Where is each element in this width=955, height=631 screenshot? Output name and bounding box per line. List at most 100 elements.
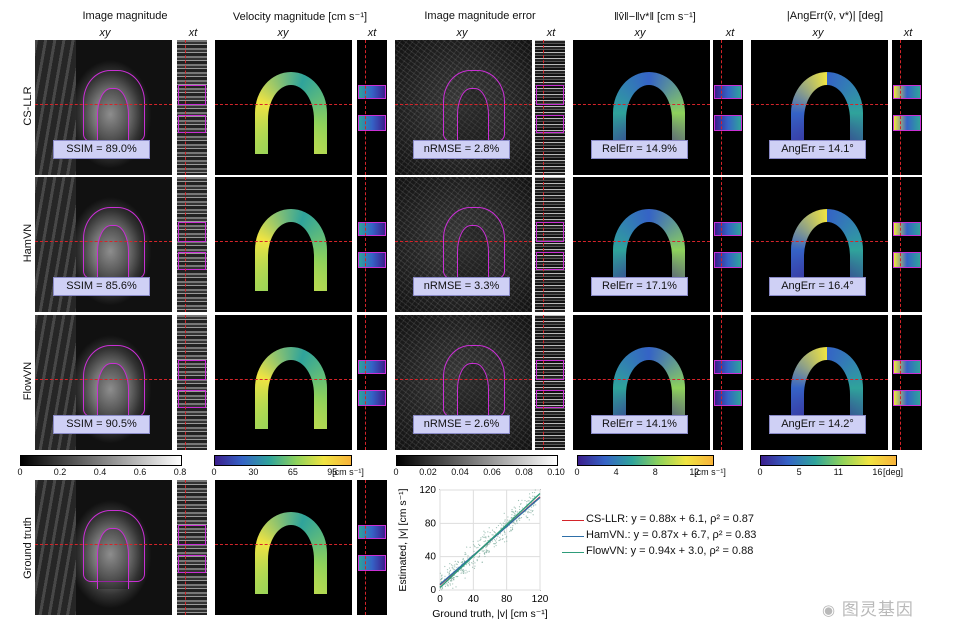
scatter-point-193 (507, 519, 509, 521)
row-label-cs-llr: CS-LLR (22, 86, 34, 126)
row2-col2-aorta-lumen (268, 222, 314, 291)
scatter-point-102 (472, 540, 474, 543)
scatter-point-312 (499, 538, 501, 540)
scatter-point-304 (467, 562, 469, 564)
scatter-point-58 (514, 507, 517, 509)
scatter-point-7 (444, 565, 446, 568)
row3-col5-time-line (900, 315, 901, 450)
scatter-point-342 (485, 547, 487, 549)
scatter-point-381 (505, 535, 508, 537)
row2-col4-xt-band-bottom (714, 252, 742, 268)
row3-col2-slice-line (215, 379, 352, 380)
scatter-point-32 (483, 536, 485, 538)
x-tick-2: 80 (501, 594, 513, 605)
scatter-point-414 (517, 499, 520, 502)
scatter-point-120 (444, 585, 447, 587)
scatter-point-252 (504, 519, 506, 521)
scatter-point-78 (525, 515, 527, 517)
scatter-point-234 (484, 532, 486, 534)
scatter-point-329 (488, 550, 490, 553)
row-label-ground-truth: Ground truth (22, 517, 34, 579)
scatter-point-42 (461, 571, 463, 573)
scatter-point-315 (476, 547, 478, 549)
row2-col4-xt-panel (713, 177, 743, 312)
scatter-point-364 (441, 577, 443, 579)
subtitle-xt-2: xt (367, 27, 377, 39)
scatter-point-221 (511, 528, 513, 531)
scatter-point-337 (444, 575, 446, 577)
scatter-point-288 (520, 516, 523, 519)
scatter-point-300 (526, 503, 528, 505)
scatter-point-2 (446, 569, 449, 571)
scatter-point-173 (511, 510, 513, 513)
scatter-point-190 (473, 550, 475, 552)
gt-col1-xt-band-top (178, 525, 206, 545)
scatter-point-382 (517, 518, 519, 520)
scatter-point-85 (530, 497, 532, 499)
scatter-point-230 (448, 567, 451, 569)
scatter-point-28 (460, 569, 462, 571)
row2-col3-xt-band-bottom (536, 252, 564, 270)
scatter-point-74 (447, 585, 449, 587)
scatter-point-240 (467, 557, 469, 559)
scatter-point-5 (461, 562, 464, 564)
metric-nrmse-row1: nRMSE = 2.8% (413, 140, 510, 159)
metric-angerr-row2: AngErr = 16.4° (769, 277, 866, 296)
row1-col5-xt-band-bottom (893, 115, 921, 131)
scatter-point-180 (471, 566, 474, 568)
scatter-point-70 (461, 560, 463, 563)
colorbar-4-tick-3: 12 (689, 467, 700, 477)
row2-col1-time-line (185, 177, 186, 312)
row3-col3-xt-band-bottom (536, 390, 564, 408)
gt-col2-time-line (365, 480, 366, 615)
scatter-point-416 (486, 545, 488, 547)
row1-col4-time-line (721, 40, 722, 175)
scatter-point-110 (447, 581, 450, 583)
scatter-point-298 (474, 562, 476, 564)
scatter-point-387 (460, 561, 462, 564)
scatter-point-294 (527, 500, 529, 502)
scatter-point-395 (505, 522, 507, 524)
colorbar-4-tick-1: 4 (613, 467, 619, 477)
scatter-point-214 (494, 532, 497, 534)
colorbar-4-unit: [cm s⁻¹] (694, 467, 726, 477)
row1-col1-aorta-inner-contour (97, 88, 129, 149)
row3-col2-xt-band-top (358, 360, 386, 374)
row1-col4-slice-line (573, 104, 710, 105)
subtitle-xt-4: xt (725, 27, 735, 39)
scatter-point-155 (535, 504, 537, 506)
scatter-point-219 (528, 500, 530, 502)
scatter-point-407 (465, 569, 467, 571)
scatter-point-417 (498, 539, 500, 542)
row1-col3-aorta-inner-contour (457, 88, 489, 149)
row2-col3-time-line (543, 177, 544, 312)
gt-col1-xt-panel (177, 480, 207, 615)
scatter-point-323 (456, 563, 458, 566)
row3-col3-aorta-inner-contour (457, 363, 489, 424)
scatter-point-276 (483, 534, 485, 536)
scatter-point-275 (488, 536, 490, 538)
metric-nrmse-row2: nRMSE = 3.3% (413, 277, 510, 296)
scatter-point-211 (523, 513, 525, 515)
x-tick-1: 40 (468, 594, 480, 605)
subtitle-xt-3: xt (546, 27, 556, 39)
scatter-point-90 (515, 513, 517, 515)
legend-swatch-flowvn (562, 552, 584, 553)
row1-col3-xt-panel (535, 40, 565, 175)
row-label-flowvn: FlowVN (22, 361, 34, 401)
row1-col1-time-line (185, 40, 186, 175)
metric-nrmse-row3: nRMSE = 2.6% (413, 415, 510, 434)
subtitle-xy-2: xy (277, 27, 289, 39)
scatter-point-391 (468, 561, 471, 563)
scatter-point-357 (511, 516, 513, 519)
scatter-point-167 (463, 569, 465, 572)
row3-col2-aorta-lumen (268, 360, 314, 429)
scatter-point-360 (457, 566, 459, 568)
colorbar-1-tick-2: 0.4 (93, 467, 107, 477)
scatter-point-373 (500, 527, 502, 529)
scatter-point-238 (484, 551, 486, 553)
scatter-point-297 (491, 529, 494, 531)
scatter-point-162 (451, 577, 454, 580)
scatter-point-160 (530, 509, 532, 511)
watermark: ◉ 图灵基因 (822, 595, 914, 620)
